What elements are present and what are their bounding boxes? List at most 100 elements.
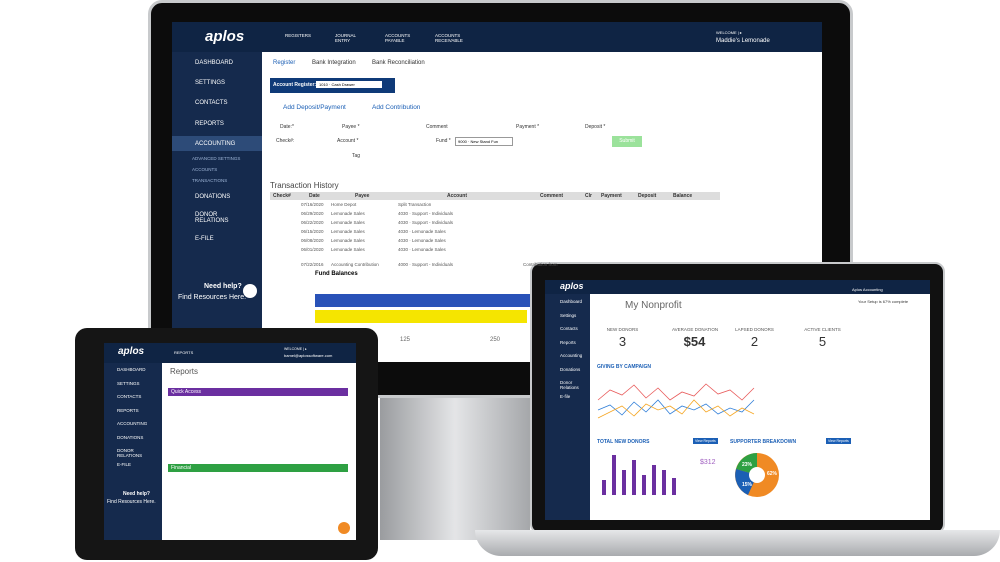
tablet-help-link: Find Resources Here. (107, 499, 156, 505)
table-cell: 06/01/2020 (301, 247, 324, 252)
campaign-line (597, 383, 755, 401)
form-label: Tag (352, 153, 361, 159)
tablet-sidebar-item: DASHBOARD (117, 367, 146, 372)
table-cell: Lemonade Sales (331, 220, 365, 225)
financial-bar (168, 464, 348, 472)
stat-label: LAPSED DONORS (735, 327, 774, 332)
stat-value: 2 (750, 334, 759, 349)
form-label: Deposit * (585, 124, 606, 130)
column-header: Clr (585, 193, 592, 199)
giving-title: GIVING BY CAMPAIGN (597, 364, 651, 370)
stat-value: 5 (818, 334, 827, 349)
sidebar-item: ACCOUNTS (192, 167, 218, 172)
stat-label: ACTIVE CLIENTS (804, 327, 841, 332)
sidebar-item: ADVANCED SETTINGS (192, 156, 241, 161)
fund-tick: 250 (490, 337, 501, 343)
campaign-line (597, 399, 755, 419)
table-cell: 07/22/2016 (301, 262, 324, 267)
stat-value: 3 (618, 334, 627, 349)
fund-bar (315, 294, 530, 307)
quick-access: Quick Access (171, 389, 202, 395)
org-name: Maddie's Lemonade (716, 38, 770, 44)
chat-button[interactable] (338, 522, 350, 534)
laptop-sidebar-item: Dashboard (560, 299, 583, 304)
tab: Bank Reconciliation (372, 60, 425, 66)
column-header: Payee (355, 193, 370, 199)
table-cell: 4030 · Lemonade Sales (398, 229, 446, 234)
laptop-sidebar-item: Contacts (560, 326, 578, 331)
laptop-sidebar (545, 294, 590, 520)
campaign-line (597, 399, 755, 416)
laptop-sidebar-item: Donor Relations (560, 380, 579, 390)
column-header: Balance (673, 193, 693, 199)
submit-button[interactable]: Submit (612, 136, 642, 147)
table-cell: 4030 · Lemonade Sales (398, 247, 446, 252)
sidebar-item: SETTINGS (195, 80, 226, 86)
table-cell: 06/08/2020 (301, 238, 324, 243)
table-cell: Lemonade Sales (331, 247, 365, 252)
pie-label: 15% (742, 482, 753, 488)
top-nav-item: REGISTERS (285, 33, 312, 38)
table-cell: 06/15/2020 (301, 229, 324, 234)
sidebar-item: DASHBOARD (195, 60, 234, 66)
tablet-sidebar-item: DONATIONS (117, 434, 144, 440)
laptop-sidebar-item: E-file (560, 393, 571, 399)
top-nav-item: ACCOUNTS PAYABLE (385, 33, 411, 43)
table-cell: 4030 · Lemonade Sales (398, 238, 446, 243)
stat-label: AVERAGE DONATION (672, 327, 719, 332)
action-link: Add Contribution (372, 104, 421, 111)
setup-progress: Your Setup is 67% complete (858, 299, 909, 304)
tablet-welcome: WELCOME | ▸ (284, 347, 307, 351)
sidebar-item: CONTACTS (195, 100, 228, 106)
top-nav-item: JOURNAL ENTRY (335, 33, 356, 43)
laptop-org: My Nonprofit (625, 300, 682, 311)
table-cell: 06/22/2020 (301, 220, 324, 225)
stat-label: NEW DONORS (606, 327, 639, 332)
new-donors-title: TOTAL NEW DONORS (597, 439, 650, 445)
table-cell: 06/29/2020 (301, 211, 324, 216)
top-nav-item: ACCOUNTS RECEIVABLE (435, 33, 463, 43)
stat-value: $54 (683, 334, 706, 349)
table-cell: Contribution from (523, 262, 558, 267)
donor-total: $312 (700, 459, 716, 466)
financial: Financial (171, 465, 192, 471)
table-header (270, 192, 720, 200)
tablet-sidebar-item: DONOR RELATIONS (117, 448, 143, 458)
view-reports[interactable]: View Reports (826, 438, 851, 444)
history-title: Transaction History (270, 181, 339, 190)
fund-select[interactable]: 9000 · New Stand Fun (455, 137, 513, 146)
laptop-sidebar-item: Donations (560, 366, 581, 372)
laptop-charts (597, 383, 779, 497)
tab: Register (273, 60, 296, 66)
table-cell: 4030 · Support - Individuals (398, 220, 454, 225)
tablet-logo: aplos (118, 346, 145, 357)
tablet-sidebar-item: ACCOUNTING (117, 421, 148, 426)
laptop-base (475, 530, 1000, 556)
sidebar-item: DONATIONS (195, 194, 231, 200)
sidebar-item: DONOR RELATIONS (195, 212, 229, 224)
table-cell: Home Depot (331, 202, 357, 207)
tablet-title: Reports (170, 367, 199, 376)
tablet-sidebar-item: REPORTS (117, 407, 139, 413)
tablet-section: REPORTS (174, 350, 194, 355)
help-icon[interactable] (243, 284, 257, 298)
column-header: Comment (540, 193, 564, 199)
register-select[interactable]: 1010 · Cash Drawer (316, 81, 382, 88)
table-cell: Split Transaction (398, 202, 432, 207)
quick-access-bar (168, 388, 348, 396)
monitor-stand (380, 390, 530, 540)
column-header: Payment (601, 193, 622, 199)
form-label: Comment (426, 124, 448, 130)
pie-label: 62% (767, 471, 778, 477)
column-header: Check# (273, 193, 291, 199)
tab: Bank Integration (312, 60, 356, 66)
table-cell: Accounting Contribution (331, 262, 379, 267)
sidebar-item: TRANSACTIONS (192, 178, 228, 183)
view-reports[interactable]: View Reports (693, 438, 718, 444)
welcome: WELCOME | ▸ (716, 30, 742, 35)
donor-bars (602, 455, 676, 495)
register-label: Account Register: (273, 82, 317, 88)
fund-title: Fund Balances (315, 271, 358, 277)
laptop-account: Aplos Accounting (852, 287, 883, 292)
